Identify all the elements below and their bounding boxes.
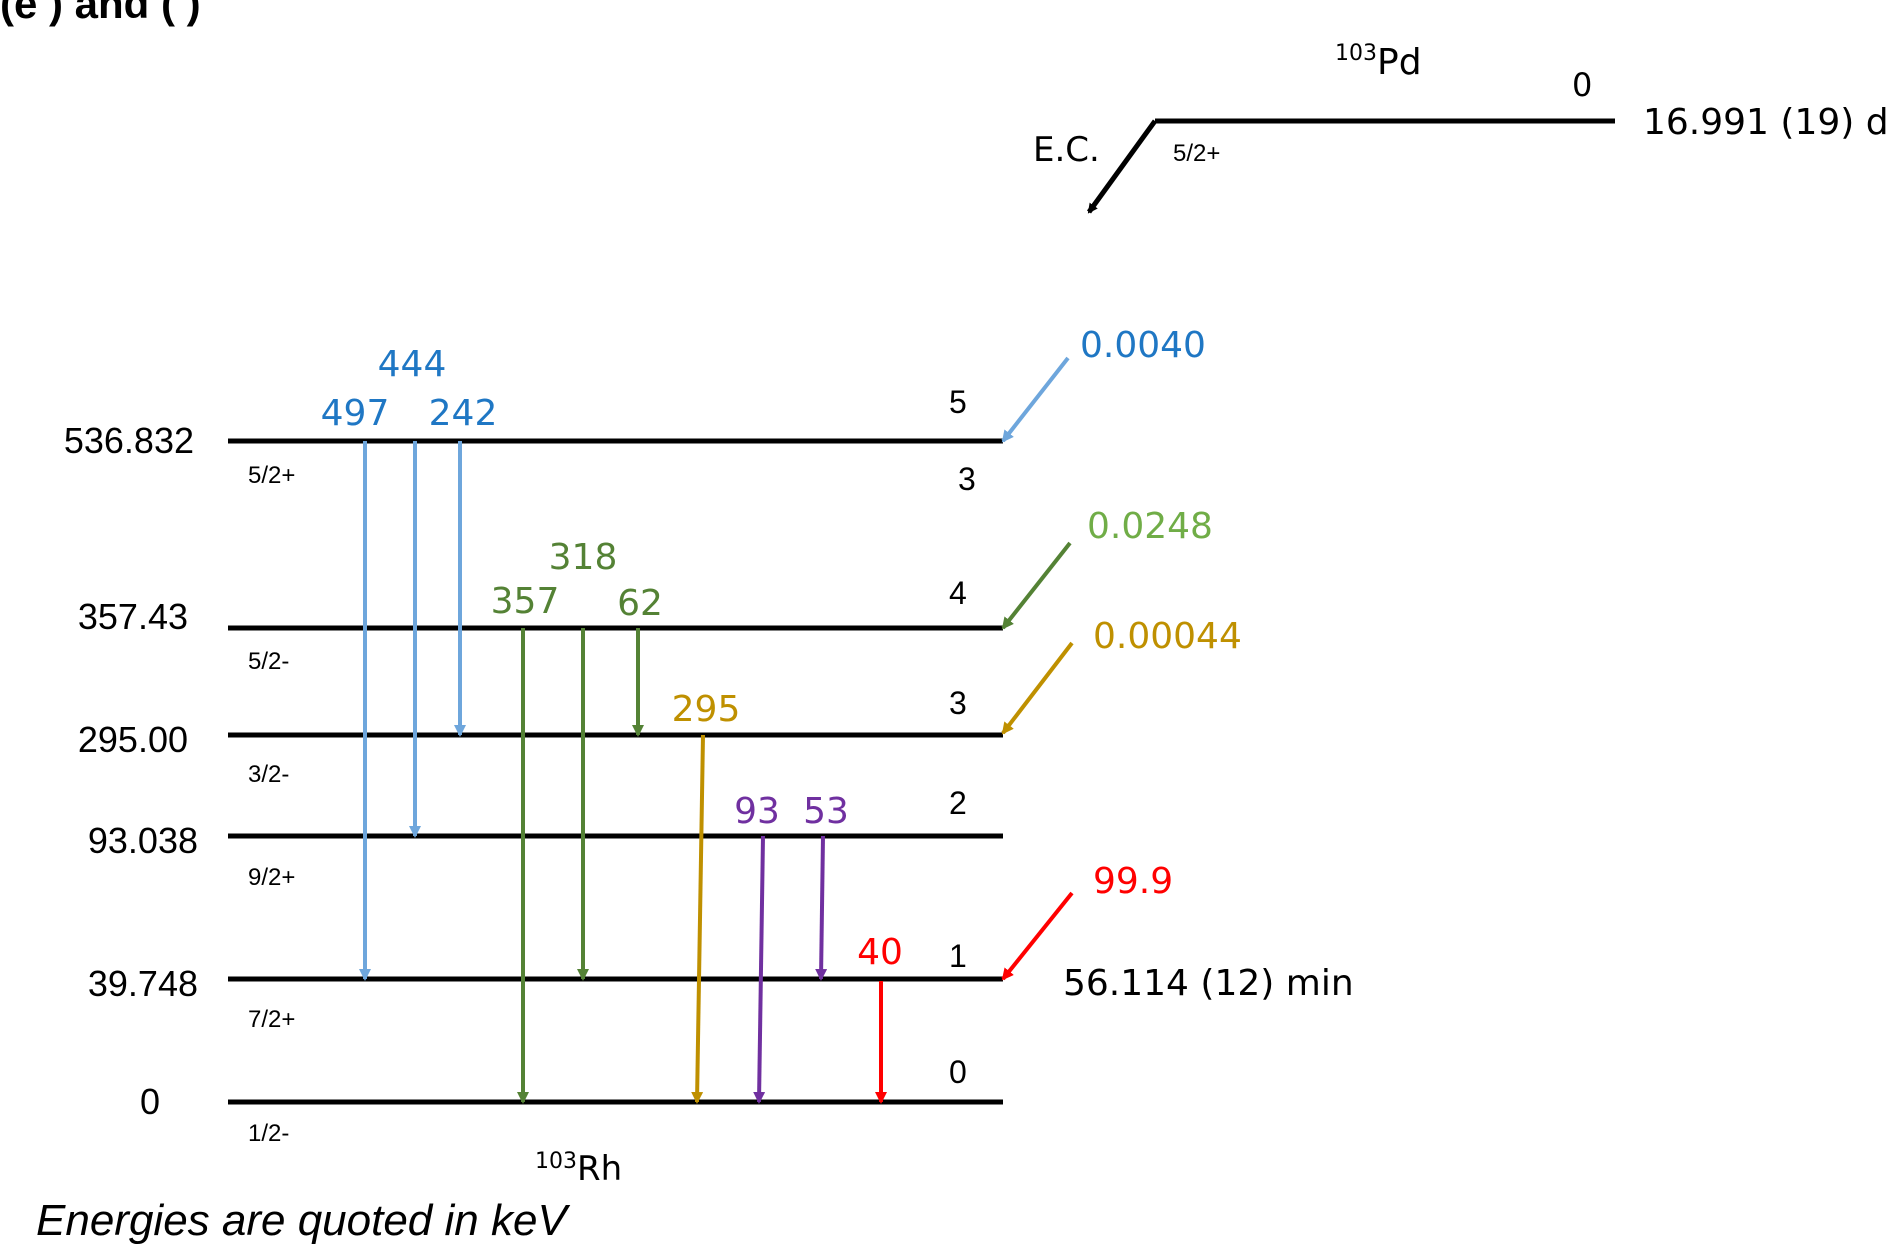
ec-feeding-arrows: 0.0040 0.0248 0.00044 99.9 xyxy=(1001,325,1242,981)
level-index: 3 xyxy=(949,685,967,721)
transition-label: 93 xyxy=(734,791,780,832)
level-index: 2 xyxy=(949,785,967,821)
feeding-arrow xyxy=(1001,541,1072,630)
gamma-transitions: 497 444 242 357 318 62 295 93 53 40 xyxy=(321,344,903,1104)
level-index: 1 xyxy=(949,938,967,974)
feeding-arrow xyxy=(1001,891,1074,981)
daughter-symbol: Rh xyxy=(577,1149,622,1189)
level-energy: 93.038 xyxy=(88,820,198,861)
footnote: Energies are quoted in keV xyxy=(36,1196,570,1245)
daughter-mass-number: 103 xyxy=(535,1149,577,1174)
header-fragment: (e ) and ( ) xyxy=(0,0,201,27)
level-energy: 295.00 xyxy=(78,719,188,760)
level-energy: 39.748 xyxy=(88,963,198,1004)
parent-spin: 5/2+ xyxy=(1173,140,1220,167)
transition-label: 40 xyxy=(857,932,903,973)
decay-mode-label: E.C. xyxy=(1033,130,1100,170)
level-index: 0 xyxy=(949,1054,967,1090)
level-energy: 0 xyxy=(140,1081,160,1122)
parent-mass-number: 103 xyxy=(1335,41,1377,66)
feeding-arrow xyxy=(1001,641,1074,735)
parent-level-index: 0 xyxy=(1572,66,1592,104)
daughter-label: 103Rh xyxy=(535,1149,622,1189)
level-energy: 357.43 xyxy=(78,596,188,637)
feeding-label: 0.0040 xyxy=(1080,325,1206,366)
level-spin: 1/2- xyxy=(248,1120,289,1147)
feeding-label: 99.9 xyxy=(1093,861,1173,902)
parent-label: 103Pd xyxy=(1335,41,1422,83)
ec-decay-arrow xyxy=(1086,119,1158,214)
transition-arrow xyxy=(691,734,705,1104)
feeding-arrow xyxy=(1001,356,1070,443)
level-spin: 5/2- xyxy=(248,648,289,675)
parent-half-life: 16.991 (19) d xyxy=(1643,102,1889,143)
level-spin: 7/2+ xyxy=(248,1006,295,1033)
transition-label: 444 xyxy=(378,344,447,385)
level-index: 4 xyxy=(949,575,967,611)
level-half-life: 56.114 (12) min xyxy=(1063,963,1354,1004)
level-spin: 5/2+ xyxy=(248,462,295,489)
transition-arrow xyxy=(815,835,828,981)
transition-label: 53 xyxy=(803,791,849,832)
transition-arrow xyxy=(753,835,766,1104)
transition-label: 295 xyxy=(672,689,741,730)
level-spin: 3/2- xyxy=(248,761,289,788)
parent-nucleus: 103Pd 0 16.991 (19) d 5/2+ E.C. xyxy=(1033,41,1889,214)
level-index: 5 xyxy=(949,384,967,420)
feeding-label: 0.00044 xyxy=(1093,616,1242,657)
level-energy: 536.832 xyxy=(64,420,194,461)
transition-label: 242 xyxy=(429,393,498,434)
transition-label: 357 xyxy=(491,581,560,622)
feeding-label: 0.0248 xyxy=(1087,506,1213,547)
transition-label: 318 xyxy=(549,537,618,578)
daughter-levels: 536.832 5/2+ 5 3 357.43 5/2- 4 295.00 3/… xyxy=(64,384,1354,1147)
transition-label: 62 xyxy=(617,583,663,624)
parent-symbol: Pd xyxy=(1377,42,1422,83)
level-branching: 3 xyxy=(958,461,976,497)
transition-label: 497 xyxy=(321,393,390,434)
level-spin: 9/2+ xyxy=(248,864,295,891)
